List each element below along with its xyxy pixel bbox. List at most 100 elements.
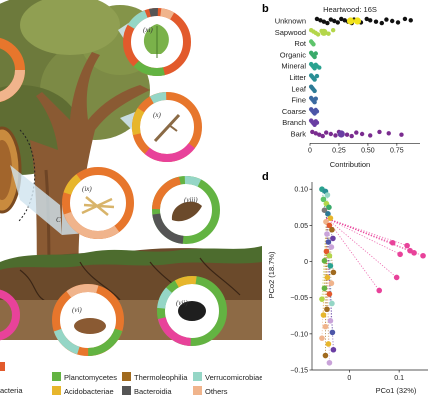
panel-b-point (320, 133, 325, 139)
panel-d-point (324, 306, 330, 313)
panel-d-point (327, 263, 334, 269)
tree-microbiome-illustration: C (xi) (x) (0, 0, 262, 396)
panel-d-connector (321, 218, 327, 300)
panel-d-point (324, 231, 330, 237)
panel-b-point (328, 131, 334, 137)
panel-d-point (376, 287, 383, 294)
panel-b-x-tick-label: 0 (308, 147, 312, 154)
panel-b-category-label: Sapwood (275, 28, 306, 37)
panel-d-point (329, 226, 335, 233)
panel-b-point (379, 20, 384, 26)
panel-b-category-label: Branch (282, 118, 306, 127)
panel-b-point (313, 51, 318, 56)
tree-canopy (0, 0, 160, 175)
panel-d-connector (321, 218, 327, 339)
panel-d-point (323, 248, 330, 255)
panel-b-point (402, 16, 408, 22)
phylum-legend: acteria Planctomycetes Thermoleophilia V… (0, 362, 262, 396)
panel-b: b Heartwood: 16S Unknown Sapwood Rot Organi… (262, 3, 420, 169)
panel-b-category-label: Unknown (275, 17, 306, 26)
panel-b-category-label: Leaf (291, 84, 307, 93)
panel-d-point (321, 207, 328, 213)
panel-b-highlight-point (353, 17, 362, 25)
label-viii: (viii) (184, 196, 198, 204)
panel-d-point (393, 274, 400, 281)
panel-d-point (320, 196, 327, 203)
panel-d-point (329, 300, 335, 307)
panel-d-y-tick-label: −0.10 (290, 331, 308, 338)
panel-d-connector (326, 217, 415, 254)
panel-b-point (344, 132, 350, 137)
panel-d-point (324, 192, 331, 198)
panel-d-point (325, 211, 331, 217)
panel-b-point (314, 120, 320, 125)
panel-b-point (373, 19, 379, 24)
panel-b-point (324, 130, 329, 135)
panel-b-point (359, 131, 365, 137)
panel-d-point (330, 346, 337, 353)
legend-swatch-6 (193, 386, 202, 395)
panel-d-connector (326, 218, 330, 363)
panel-d-point (420, 252, 426, 259)
panel-d-point (324, 274, 331, 281)
panel-d-point (329, 329, 336, 336)
panel-b-category-label: Bark (291, 130, 307, 139)
panel-d-connector (326, 217, 393, 244)
legend-label-3: Verrucomicrobiae (205, 373, 262, 382)
label-xi: (xi) (143, 26, 153, 34)
partial-left-label: C (56, 216, 61, 224)
panel-b-category-label: Organic (280, 50, 307, 59)
panel-d-point (326, 222, 333, 229)
panel-d-lines (321, 189, 424, 363)
panel-b-point (339, 16, 344, 22)
panel-d: d 0.10 0.05 0 −0.05 −0.10 −0.15 0 0.1 PCo2 (18.… (262, 171, 428, 395)
panel-d-point (327, 215, 334, 221)
panel-b-point (408, 18, 413, 23)
panel-d-point (328, 280, 335, 287)
panel-d-y-tick-label: −0.05 (290, 295, 308, 302)
panel-b-rows: Unknown Sapwood Rot Organic Mineral Litter Lea… (275, 17, 307, 139)
legend-label-5: Bacteroidia (134, 387, 172, 396)
panel-b-x-tick-label: 0.50 (361, 147, 375, 154)
panel-b-point (321, 19, 327, 24)
panel-b-point (342, 18, 347, 23)
panel-b-point (364, 16, 369, 22)
panel-b-highlight-point (346, 17, 355, 25)
panel-b-point (368, 133, 373, 138)
panel-b-category-label: Coarse (282, 107, 306, 116)
panel-b-point (310, 129, 315, 135)
panel-b-points (308, 16, 413, 139)
panel-d-xlabel: PCo1 (32%) (376, 386, 417, 395)
legend-label-0: acteria (0, 386, 23, 395)
panel-d-point (325, 239, 332, 245)
panel-d-point (326, 252, 333, 259)
panel-d-point (411, 250, 417, 256)
panel-d-point (321, 258, 328, 264)
panel-d-point (319, 335, 325, 341)
panel-d-point (330, 235, 336, 242)
panel-d-point (397, 251, 403, 258)
panel-b-point (377, 129, 382, 135)
panel-b-category-label: Litter (289, 73, 306, 82)
panel-d-point (319, 296, 325, 302)
panel-d-connector (326, 218, 332, 284)
panel-d-connector (326, 217, 380, 291)
panel-d-x-tick-label: 0 (347, 375, 351, 382)
panel-d-y-tick-label: 0.05 (294, 223, 308, 230)
panel-d-point (389, 239, 396, 246)
panel-b-point (330, 28, 336, 33)
panel-b-category-label: Mineral (281, 62, 306, 71)
panel-d-ylabel: PCo2 (18.7%) (267, 251, 276, 299)
panel-d-x-tick-label: 0.1 (394, 375, 404, 382)
panel-b-point (325, 20, 330, 26)
panel-b-category-label: Fine (291, 96, 306, 105)
panel-b-point (314, 73, 320, 79)
panel-d-point (327, 318, 334, 324)
panel-d-point (320, 312, 327, 318)
panel-d-point (322, 352, 329, 359)
panel-d-axes: 0.10 0.05 0 −0.05 −0.10 −0.15 0 0.1 (290, 182, 428, 382)
panel-d-connector (326, 217, 397, 278)
panel-b-x-tick-label: 0.75 (390, 147, 404, 154)
panel-b-point (315, 32, 321, 37)
panel-d-point (326, 204, 332, 211)
